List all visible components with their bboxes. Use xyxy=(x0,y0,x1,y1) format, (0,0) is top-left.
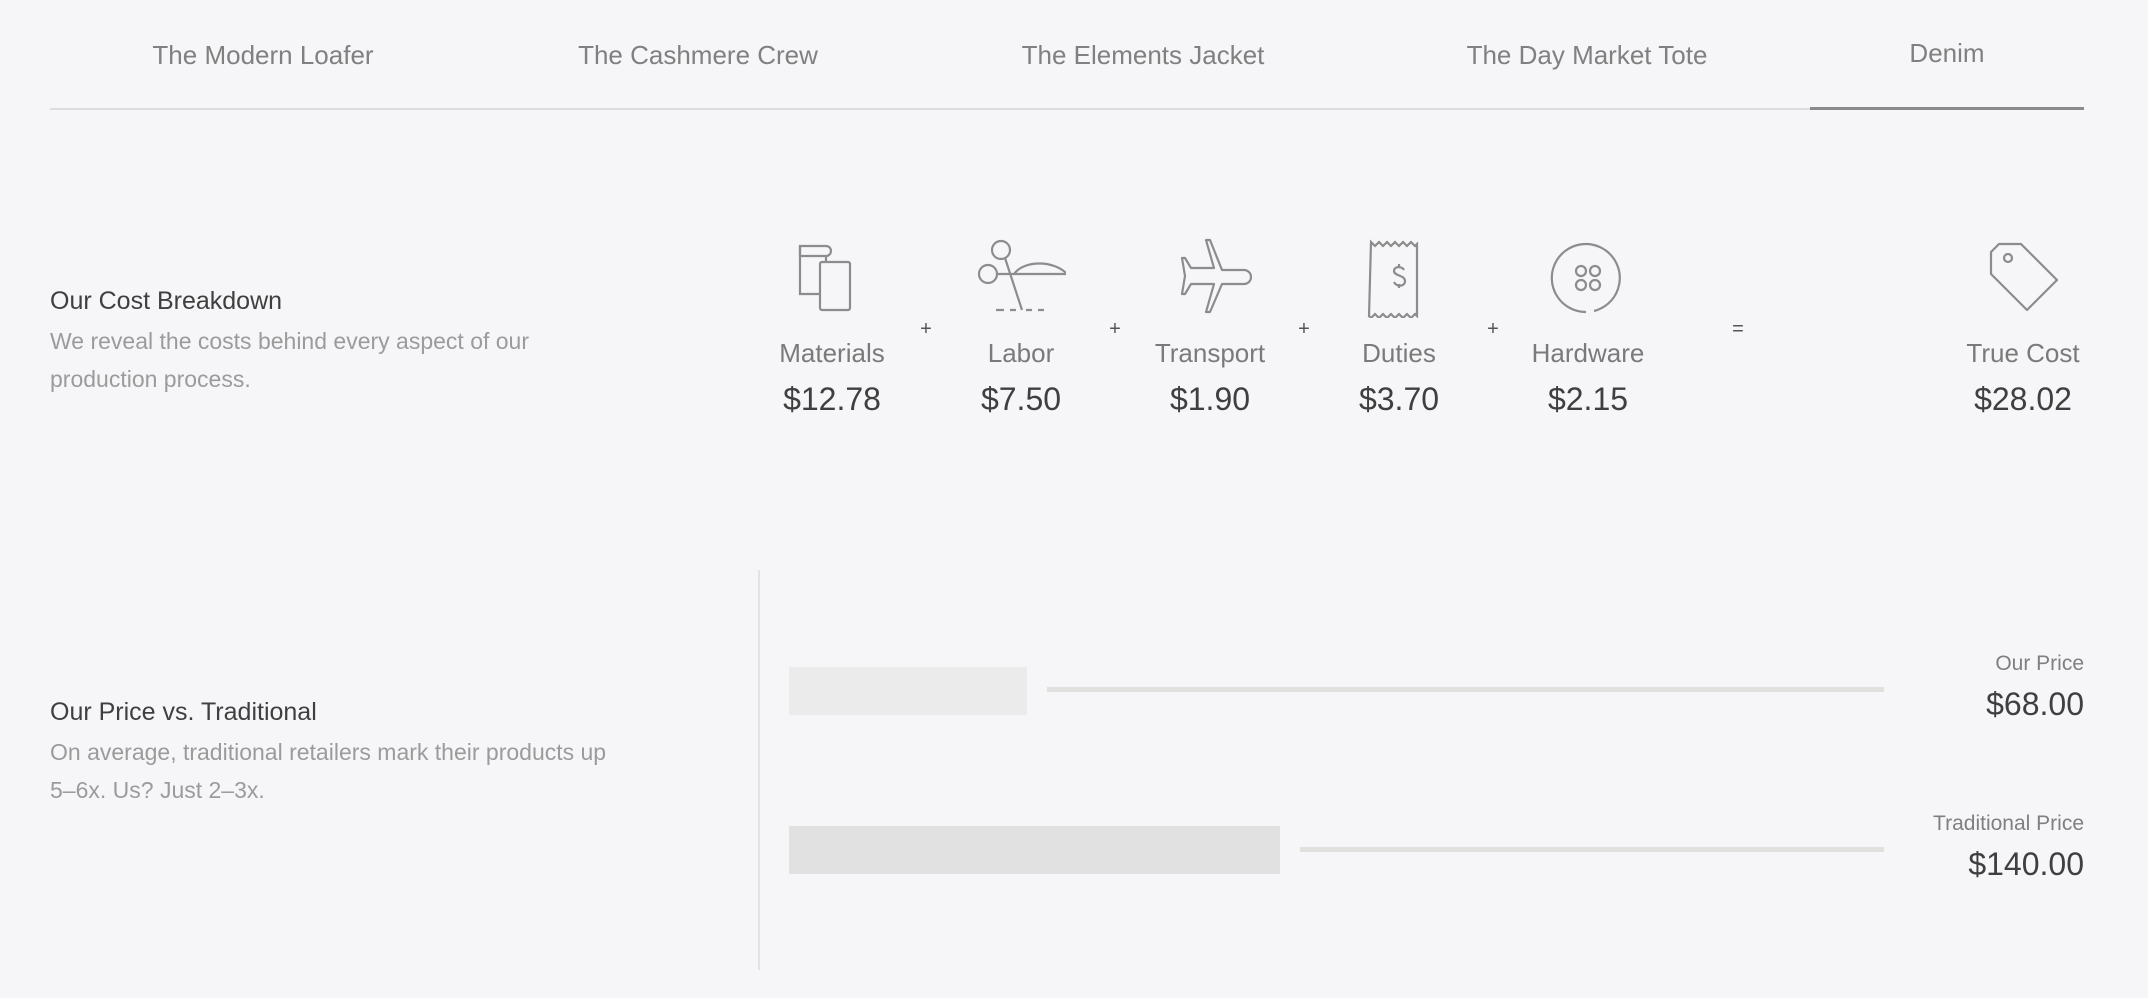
cost-item-transport: Transport $1.90 xyxy=(1120,238,1300,418)
cost-item-label: Hardware xyxy=(1531,338,1645,368)
cost-total: True Cost $28.02 xyxy=(1933,238,2113,418)
cost-item-duties: Duties $3.70 xyxy=(1309,238,1489,418)
plus-sign: + xyxy=(920,318,932,340)
plus-sign: + xyxy=(1109,318,1121,340)
equals-sign: = xyxy=(1732,318,1744,340)
cost-item-value: $1.90 xyxy=(1169,381,1251,417)
receipt-icon xyxy=(1367,239,1419,318)
cost-item-value: $12.78 xyxy=(783,381,881,417)
cost-item-hardware: Hardware $2.15 xyxy=(1498,238,1678,418)
cost-item-label: Transport xyxy=(1154,338,1266,368)
cost-total-value: $28.02 xyxy=(1974,381,2072,417)
active-tab-indicator xyxy=(1810,107,2084,110)
cost-item-materials: Materials $12.78 xyxy=(742,238,922,418)
cost-item-label: Materials xyxy=(779,338,885,368)
plus-sign: + xyxy=(1487,318,1499,340)
cost-item-label: Labor xyxy=(987,338,1055,368)
price-comparison-title: Our Price vs. Traditional xyxy=(50,698,317,726)
tab-day-market-tote[interactable]: The Day Market Tote xyxy=(1466,40,1708,70)
price-tag-icon xyxy=(1989,242,2059,312)
cost-breakdown-title: Our Cost Breakdown xyxy=(50,287,283,315)
tab-cashmere-crew[interactable]: The Cashmere Crew xyxy=(578,40,818,70)
button-icon xyxy=(1550,242,1621,314)
our-price-bar xyxy=(789,667,1028,715)
our-price-label: Our Price xyxy=(1995,652,2084,675)
cost-item-value: $3.70 xyxy=(1358,381,1440,417)
divider xyxy=(758,570,760,970)
our-price-track xyxy=(1047,687,1884,692)
tab-denim[interactable]: Denim xyxy=(1909,38,1985,68)
cost-total-label: True Cost xyxy=(1966,338,2080,368)
traditional-price-value: $140.00 xyxy=(1968,846,2084,882)
cost-item-label: Duties xyxy=(1362,338,1436,368)
tab-elements-jacket[interactable]: The Elements Jacket xyxy=(1021,40,1265,70)
traditional-price-label: Traditional Price xyxy=(1933,812,2084,835)
cost-breakdown-description: We reveal the costs behind every aspect … xyxy=(50,328,530,392)
traditional-price-track xyxy=(1300,847,1884,852)
airplane-icon xyxy=(1180,238,1253,314)
cost-item-value: $7.50 xyxy=(980,381,1062,417)
our-price-value: $68.00 xyxy=(1986,686,2084,722)
tab-modern-loafer[interactable]: The Modern Loafer xyxy=(152,40,374,70)
fabric-swatch-icon xyxy=(798,244,852,312)
price-comparison-description: On average, traditional retailers mark t… xyxy=(50,739,607,803)
product-tabs: The Modern Loafer The Cashmere Crew The … xyxy=(50,0,2084,110)
cost-item-labor: Labor $7.50 xyxy=(931,238,1111,418)
scissors-icon xyxy=(977,239,1066,312)
traditional-price-bar xyxy=(789,826,1280,874)
cost-item-value: $2.15 xyxy=(1547,381,1629,417)
plus-sign: + xyxy=(1298,318,1310,340)
